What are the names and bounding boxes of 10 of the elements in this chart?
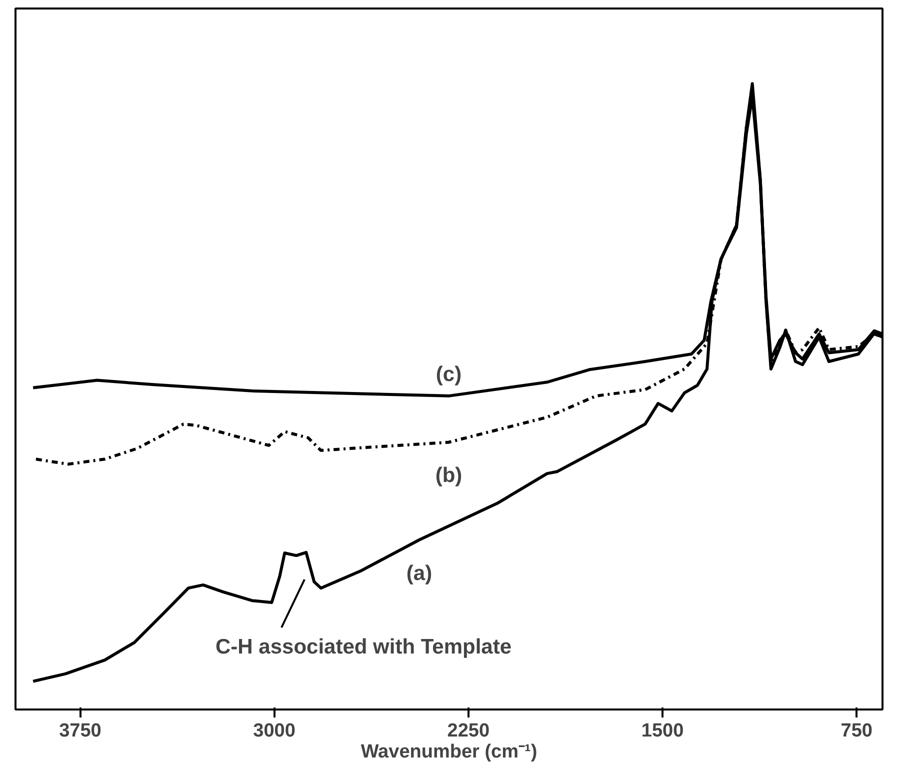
x-axis-title: Wavenumber (cm⁻¹) xyxy=(360,742,538,762)
x-tick-label: 3750 xyxy=(59,720,102,742)
series-label: (b) xyxy=(435,464,462,488)
x-tick-label: 2250 xyxy=(447,720,490,742)
x-tick-label: 3000 xyxy=(253,720,296,742)
annotation: C-H associated with Template xyxy=(216,636,512,658)
series-label: (c) xyxy=(436,362,462,386)
x-tick-label: 750 xyxy=(840,720,872,742)
x-tick-label: 1500 xyxy=(641,720,684,742)
series-label: (a) xyxy=(406,562,432,585)
